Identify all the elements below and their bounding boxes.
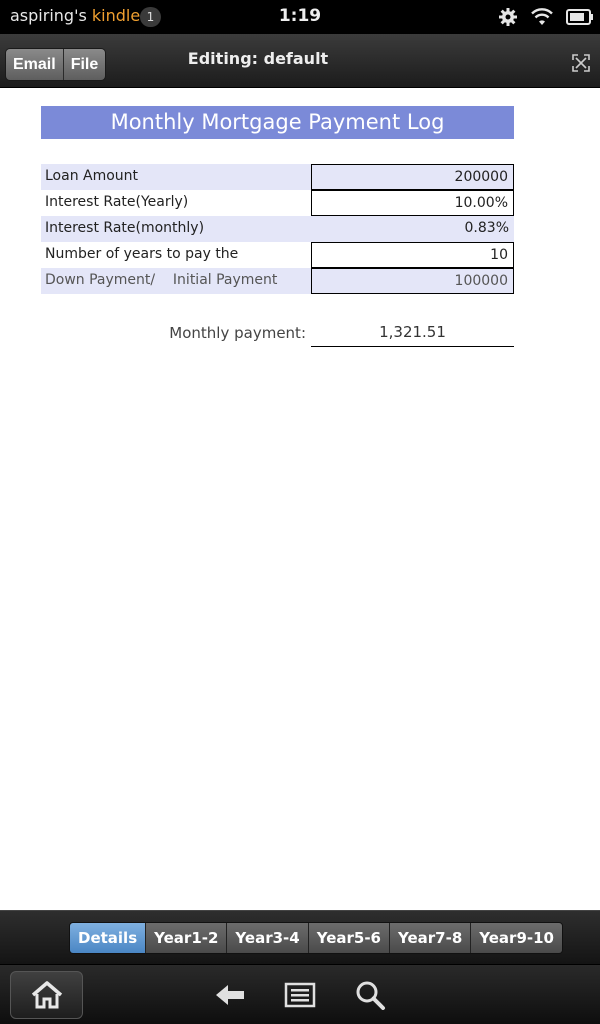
spreadsheet: Monthly Mortgage Payment Log Loan Amount… — [0, 88, 600, 910]
tab-details[interactable]: Details — [70, 923, 146, 953]
monthly-payment-label[interactable]: Monthly payment: — [169, 324, 306, 342]
tab-year1-2[interactable]: Year1-2 — [145, 923, 227, 953]
sheet-tabs: Details Year1-2 Year3-4 Year5-6 Year7-8 … — [69, 922, 563, 954]
row-down-payment: Down Payment/ Initial Payment 100000 — [41, 268, 514, 294]
cell-label[interactable]: Interest Rate(Yearly) — [45, 194, 189, 210]
toolbar-button-group: Email File — [5, 48, 107, 81]
sheet-tabs-bar: Details Year1-2 Year3-4 Year5-6 Year7-8 … — [0, 910, 600, 964]
owner-name: aspiring's — [10, 6, 87, 25]
tab-year5-6[interactable]: Year5-6 — [307, 923, 389, 953]
cell-value-down-payment[interactable]: 100000 — [311, 268, 514, 294]
notification-badge[interactable]: 1 — [140, 7, 161, 27]
cell-value-loan-amount[interactable]: 200000 — [311, 164, 514, 190]
row-loan-amount: Loan Amount 200000 — [41, 164, 514, 190]
system-nav-bar — [0, 964, 600, 1024]
file-button[interactable]: File — [62, 49, 106, 80]
status-icons — [498, 6, 594, 28]
row-interest-yearly: Interest Rate(Yearly) 10.00% — [41, 190, 514, 216]
gear-icon[interactable] — [498, 7, 518, 27]
home-button[interactable] — [10, 971, 83, 1019]
cell-label[interactable]: Down Payment/ Initial Payment — [41, 268, 311, 294]
monthly-payment-value[interactable]: 1,321.51 — [311, 323, 514, 347]
email-button[interactable]: Email — [6, 49, 63, 80]
cell-label[interactable]: Interest Rate(monthly) — [41, 216, 311, 242]
tab-year7-8[interactable]: Year7-8 — [388, 923, 471, 953]
cell-value-interest-monthly[interactable]: 0.83% — [311, 216, 514, 242]
cell-label[interactable]: Loan Amount — [41, 164, 311, 190]
app-toolbar: Email File Editing: default — [0, 34, 600, 88]
row-interest-monthly: Interest Rate(monthly) 0.83% — [41, 216, 514, 242]
menu-icon[interactable] — [284, 980, 316, 1010]
tab-year3-4[interactable]: Year3-4 — [226, 923, 308, 953]
back-icon[interactable] — [214, 980, 246, 1010]
brand-name: kindle — [91, 6, 141, 25]
home-icon — [31, 981, 62, 1009]
cell-value-years[interactable]: 10 — [311, 242, 514, 268]
expand-icon[interactable] — [572, 54, 590, 72]
editing-title: Editing: default — [187, 49, 329, 68]
cell-label[interactable]: Number of years to pay the mortgage — [45, 246, 239, 286]
wifi-icon — [531, 8, 553, 25]
clock: 1:19 — [278, 6, 322, 26]
battery-icon — [566, 9, 593, 25]
device-name: aspiring's kindle — [10, 6, 140, 25]
row-years: Number of years to pay the mortgage 10 — [41, 242, 514, 286]
sheet-title[interactable]: Monthly Mortgage Payment Log — [41, 106, 514, 139]
search-icon[interactable] — [354, 980, 386, 1010]
tab-year9-10[interactable]: Year9-10 — [470, 923, 562, 953]
cell-value-interest-yearly[interactable]: 10.00% — [311, 190, 514, 216]
status-bar: aspiring's kindle 1 1:19 — [0, 0, 600, 34]
